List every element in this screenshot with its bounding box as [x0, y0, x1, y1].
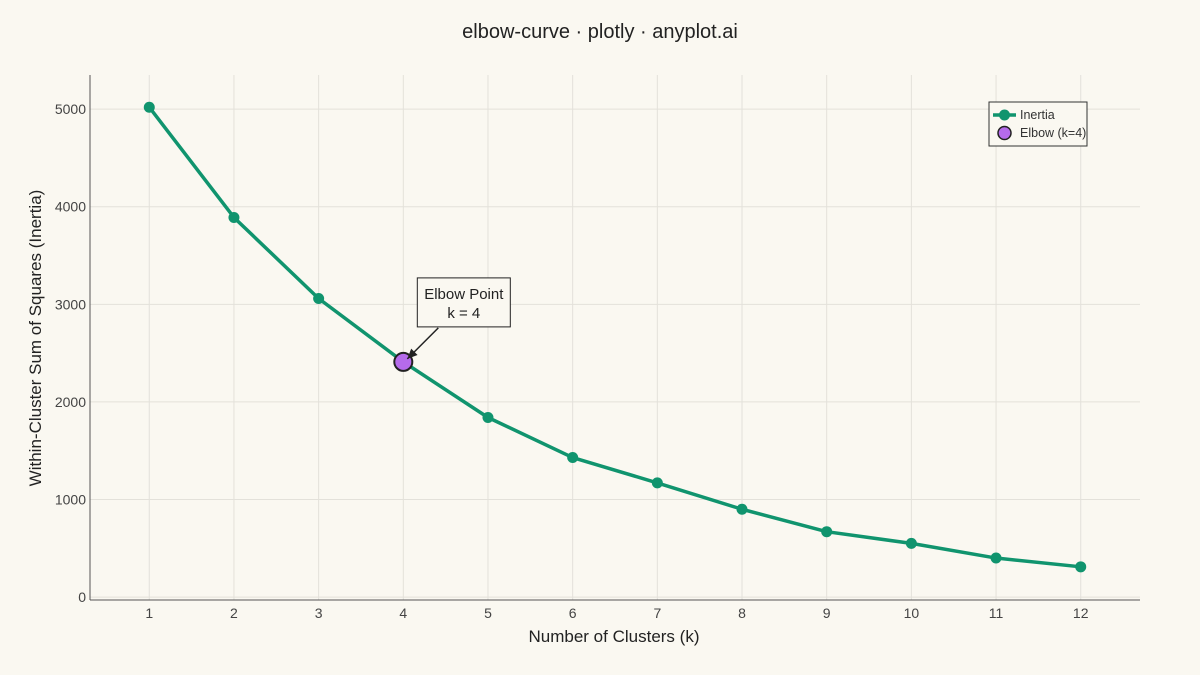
- x-tick-label: 3: [315, 605, 323, 621]
- x-tick-label: 5: [484, 605, 492, 621]
- x-tick-label: 9: [823, 605, 831, 621]
- inertia-point: [651, 477, 663, 489]
- x-tick-label: 1: [145, 605, 153, 621]
- x-tick-label: 8: [738, 605, 746, 621]
- inertia-line: [147, 106, 1081, 569]
- legend-elbow-marker-icon: [997, 125, 1012, 141]
- inertia-point: [1075, 561, 1087, 573]
- inertia-point: [821, 526, 833, 538]
- x-tick-label: 2: [230, 605, 238, 621]
- axes: [89, 75, 1140, 601]
- x-tick-label: 10: [904, 605, 920, 621]
- inertia-point: [736, 503, 748, 515]
- y-tick-label: 5000: [55, 101, 86, 117]
- inertia-point: [482, 412, 494, 424]
- annotation-text: Elbow Point: [424, 286, 504, 303]
- legend: Inertia Elbow (k=4): [988, 101, 1088, 147]
- inertia-point: [905, 537, 917, 549]
- annotation-text: k = 4: [447, 305, 480, 322]
- legend-elbow-label: Elbow (k=4): [1020, 126, 1086, 140]
- y-tick-label: 2000: [55, 394, 86, 410]
- annotation-box: [416, 277, 511, 328]
- inertia-point: [567, 452, 579, 464]
- y-tick-label: 3000: [55, 296, 86, 312]
- grid: [90, 75, 1140, 600]
- annotation-arrowhead: [407, 348, 418, 359]
- y-axis-label: Within-Cluster Sum of Squares (Inertia): [26, 190, 45, 487]
- y-tick-label: 0: [78, 589, 86, 605]
- legend-inertia-marker-icon: [999, 109, 1010, 121]
- chart-title: elbow-curve · plotly · anyplot.ai: [462, 21, 738, 43]
- x-tick-label: 12: [1073, 605, 1089, 621]
- x-tick-label: 6: [569, 605, 577, 621]
- x-tick-label: 7: [653, 605, 661, 621]
- inertia-point: [143, 101, 155, 113]
- x-tick-label: 4: [399, 605, 407, 621]
- inertia-point: [228, 211, 240, 223]
- y-tick-label: 4000: [55, 199, 86, 215]
- x-tick-label: 11: [989, 605, 1004, 621]
- inertia-point: [313, 292, 325, 304]
- elbow-annotation: Elbow Point k = 4: [406, 277, 511, 360]
- x-axis-label: Number of Clusters (k): [529, 627, 700, 646]
- inertia-point: [990, 552, 1002, 564]
- series: [143, 101, 1087, 573]
- y-tick-label: 1000: [55, 491, 86, 507]
- legend-inertia-label: Inertia: [1020, 108, 1055, 122]
